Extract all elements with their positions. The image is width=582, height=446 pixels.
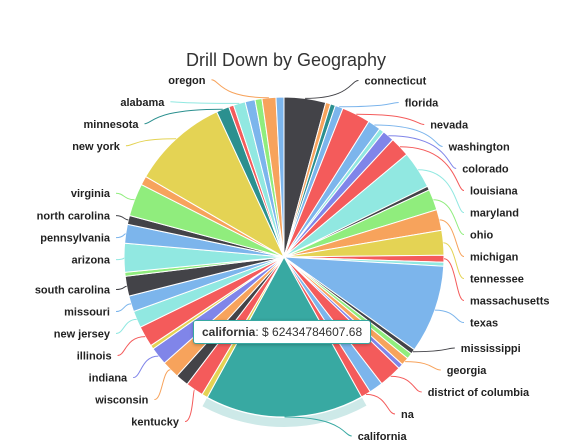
slice-label-kentucky: kentucky [131, 417, 180, 429]
slice-label-connecticut: connecticut [365, 76, 427, 88]
slice-label-district-of-columbia: district of columbia [428, 387, 530, 399]
slice-label-illinois: illinois [77, 351, 112, 363]
leader-line-minnesota [144, 108, 223, 125]
slice-label-indiana: indiana [89, 373, 128, 385]
leader-line-ohio [433, 199, 465, 236]
leader-line-arizona [115, 257, 125, 261]
slice-label-new-jersey: new jersey [54, 329, 111, 341]
leader-line-tennessee [443, 242, 465, 280]
slice-label-georgia: georgia [447, 365, 488, 377]
slice-label-massachusetts: massachusetts [470, 296, 550, 308]
leader-line-maryland [418, 169, 465, 214]
leader-line-michigan [439, 219, 465, 258]
tooltip-series-name: california [202, 325, 256, 339]
leader-line-missouri [115, 303, 132, 313]
leader-line-washington [374, 124, 443, 148]
leader-line-alabama [170, 101, 240, 104]
slice-label-washington: washington [448, 142, 510, 154]
slice-label-ohio: ohio [470, 230, 493, 242]
leader-line-virginia [115, 192, 135, 201]
slice-label-tennessee: tennessee [470, 274, 524, 286]
leader-line-connecticut [305, 80, 359, 99]
leader-line-louisiana [399, 146, 465, 192]
leader-line-nevada [356, 113, 425, 126]
slice-label-arizona: arizona [71, 255, 110, 267]
leader-line-oregon [211, 79, 269, 99]
pie-slice-new-york[interactable] [145, 111, 286, 259]
slice-label-maryland: maryland [470, 208, 519, 220]
slice-label-north-carolina: north carolina [37, 211, 111, 223]
slice-label-missouri: missouri [64, 307, 110, 319]
slice-label-virginia: virginia [71, 188, 111, 200]
leader-line-florida [339, 102, 399, 108]
tooltip: california: $ 62434784607.68 [193, 320, 372, 344]
slice-label-mississippi: mississippi [461, 343, 521, 355]
leader-line-massachusetts [443, 258, 465, 302]
slice-label-wisconsin: wisconsin [94, 395, 148, 407]
leader-line-georgia [405, 361, 441, 371]
chart-title: Drill Down by Geography [186, 50, 386, 70]
leader-line-new-jersey [115, 318, 137, 335]
slice-label-california: california [358, 431, 408, 443]
tooltip-separator: : [255, 325, 263, 339]
slice-label-oregon: oregon [168, 75, 206, 87]
leader-line-texas [434, 309, 465, 324]
leader-line-pennsylvania [115, 233, 126, 239]
pie-slice-halo [202, 397, 367, 427]
slice-label-new-york: new york [72, 141, 121, 153]
leader-line-north-carolina [115, 215, 129, 221]
slice-label-pennsylvania: pennsylvania [40, 233, 111, 245]
leader-line-illinois [117, 336, 146, 357]
pie-slice-48[interactable] [275, 96, 285, 258]
slice-label-south-carolina: south carolina [35, 285, 111, 297]
labels-layer: connecticut florida nevada washington colora… [35, 75, 550, 443]
leader-line-south-carolina [115, 285, 127, 291]
leader-line-mississippi [412, 347, 455, 353]
pie-slice-texas[interactable] [282, 256, 445, 351]
leader-line-kentucky [184, 389, 195, 423]
slice-label-minnesota: minnesota [83, 119, 139, 131]
slices-layer [123, 96, 445, 418]
leader-line-district-of-columbia [390, 375, 422, 393]
leader-line-na [365, 393, 396, 415]
slice-label-colorado: colorado [462, 164, 509, 176]
tooltip-value: $ 62434784607.68 [262, 325, 363, 339]
slice-label-florida: florida [405, 98, 439, 110]
leader-line-new-york [125, 138, 177, 147]
slice-label-michigan: michigan [470, 252, 519, 264]
slice-label-na: na [401, 409, 415, 421]
leader-line-wisconsin [154, 369, 171, 401]
leader-line-indiana [133, 355, 159, 379]
leader-line-colorado [388, 135, 457, 170]
slice-label-nevada: nevada [430, 120, 469, 132]
slice-label-louisiana: louisiana [470, 186, 519, 198]
hover-halo-layer [202, 397, 367, 427]
leader-line-california [284, 416, 352, 437]
slice-label-alabama: alabama [120, 97, 165, 109]
slice-label-texas: texas [470, 318, 498, 330]
